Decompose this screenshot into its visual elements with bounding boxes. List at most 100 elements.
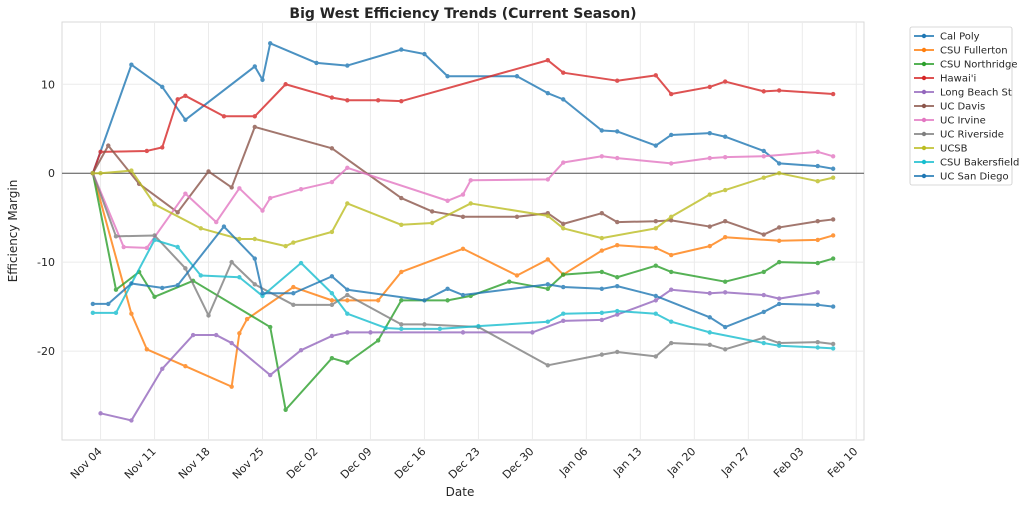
data-point xyxy=(615,312,620,317)
data-point xyxy=(399,322,404,327)
data-point xyxy=(429,220,435,226)
data-point xyxy=(298,260,304,266)
data-point xyxy=(422,51,427,57)
data-point xyxy=(252,124,257,130)
data-point xyxy=(260,208,265,213)
data-point xyxy=(776,225,782,230)
series-line xyxy=(91,172,834,367)
x-tick-label: Nov 11 xyxy=(122,445,159,482)
data-point xyxy=(599,352,605,357)
legend-marker xyxy=(921,131,927,137)
data-point xyxy=(653,298,658,303)
data-point xyxy=(776,343,782,348)
data-point xyxy=(329,146,335,151)
data-point xyxy=(669,340,674,346)
data-point xyxy=(815,339,820,345)
data-point xyxy=(830,217,836,222)
data-point xyxy=(175,283,180,288)
series-csu-bakersfield xyxy=(90,237,836,351)
data-point xyxy=(615,283,620,289)
data-point xyxy=(545,282,551,287)
data-point xyxy=(545,286,551,292)
data-point xyxy=(198,273,204,278)
data-point xyxy=(175,210,180,215)
data-point xyxy=(399,269,404,275)
data-point xyxy=(291,240,296,245)
x-tick-label: Jan 27 xyxy=(718,445,752,479)
data-point xyxy=(329,298,335,303)
series-line xyxy=(91,125,834,236)
data-point xyxy=(599,128,605,133)
legend-label: UC San Diego xyxy=(940,172,1009,183)
data-point xyxy=(375,338,381,343)
data-point xyxy=(761,232,766,237)
data-point xyxy=(468,178,473,183)
data-point xyxy=(561,311,566,316)
data-point xyxy=(98,411,103,416)
data-point xyxy=(514,74,520,79)
data-point xyxy=(545,363,551,368)
data-point xyxy=(345,330,350,335)
data-point xyxy=(298,347,304,353)
data-point xyxy=(252,282,257,287)
data-point xyxy=(615,243,620,248)
data-point xyxy=(229,384,234,389)
data-point xyxy=(615,275,620,280)
data-point xyxy=(830,166,836,171)
series-line xyxy=(91,150,834,249)
legend-label: Cal Poly xyxy=(940,32,980,43)
data-point xyxy=(152,233,157,238)
data-point xyxy=(761,292,766,298)
data-point xyxy=(545,177,551,182)
data-point xyxy=(90,170,96,176)
data-point xyxy=(599,310,605,316)
data-point xyxy=(399,222,404,227)
data-point xyxy=(160,285,165,291)
data-point xyxy=(152,202,157,207)
data-point xyxy=(830,256,836,261)
data-point xyxy=(268,195,273,201)
legend: Cal Poly CSU Fullerton CSU Northridge Hawai… xyxy=(909,26,1019,186)
data-point xyxy=(237,275,242,280)
data-point xyxy=(160,84,165,90)
data-point xyxy=(653,219,658,224)
data-point xyxy=(561,284,566,290)
chart-title: Big West Efficiency Trends (Current Seas… xyxy=(289,6,636,22)
data-point xyxy=(815,237,820,243)
data-point xyxy=(599,269,605,275)
data-point xyxy=(429,209,435,214)
legend-marker xyxy=(921,89,927,95)
data-point xyxy=(707,315,712,320)
data-point xyxy=(113,287,119,292)
data-point xyxy=(761,335,766,340)
data-point xyxy=(183,191,188,196)
x-tick-label: Feb 03 xyxy=(771,445,806,480)
data-point xyxy=(722,219,728,224)
data-point xyxy=(183,117,188,123)
data-point xyxy=(722,347,728,352)
data-point xyxy=(545,319,551,324)
y-axis-label: Efficiency Margin xyxy=(6,180,20,283)
data-point xyxy=(653,73,658,78)
data-point xyxy=(268,372,273,378)
data-point xyxy=(121,244,126,250)
data-point xyxy=(815,149,820,155)
series-long-beach-st xyxy=(98,287,820,423)
data-point xyxy=(761,175,766,180)
data-point xyxy=(669,252,674,258)
y-tick-label: 10 xyxy=(41,78,55,91)
legend-entry: Cal Poly xyxy=(914,32,980,43)
data-point xyxy=(229,340,234,346)
data-point xyxy=(90,310,96,316)
data-point xyxy=(599,154,605,159)
data-point xyxy=(599,317,605,323)
data-point xyxy=(830,154,836,159)
data-point xyxy=(152,237,157,243)
x-tick-label: Jan 13 xyxy=(610,445,644,479)
data-point xyxy=(214,219,219,225)
data-point xyxy=(183,363,188,369)
legend-entry: UC Davis xyxy=(914,102,985,113)
data-point xyxy=(229,185,234,190)
data-point xyxy=(206,169,211,174)
